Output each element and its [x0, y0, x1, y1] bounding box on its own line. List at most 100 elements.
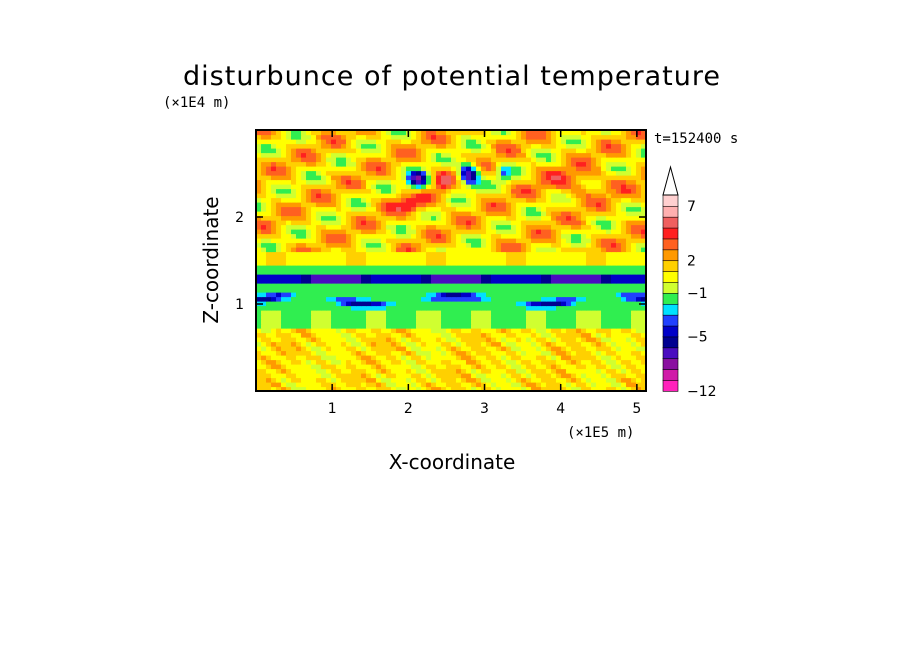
field-cell [331, 161, 337, 167]
field-cell [261, 346, 267, 352]
field-cell [451, 382, 457, 388]
field-cell [581, 346, 587, 352]
field-cell [591, 296, 597, 302]
field-cell [576, 224, 582, 230]
field-cell [466, 382, 472, 388]
field-cell [576, 220, 582, 226]
field-cell [271, 346, 277, 352]
field-cell [391, 305, 397, 311]
field-cell [366, 265, 372, 271]
field-cell [406, 373, 412, 379]
field-cell [626, 323, 632, 329]
field-cell [611, 377, 617, 383]
field-cell [391, 269, 397, 275]
field-cell [521, 305, 527, 311]
field-cell [326, 211, 332, 217]
field-cell [491, 269, 497, 275]
field-cell [266, 310, 272, 316]
field-cell [341, 332, 347, 338]
field-cell [266, 283, 272, 289]
field-cell [621, 130, 627, 136]
field-cell [481, 229, 487, 235]
x-tick-label: 3 [480, 401, 489, 417]
field-cell [261, 355, 267, 361]
field-cell [436, 143, 442, 149]
field-cell [371, 193, 377, 199]
field-cell [466, 328, 472, 334]
field-cell [511, 278, 517, 284]
field-cell [476, 179, 482, 185]
field-cell [396, 310, 402, 316]
field-cell [466, 211, 472, 217]
field-cell [341, 220, 347, 226]
field-cell [266, 265, 272, 271]
field-cell [421, 148, 427, 154]
field-cell [271, 328, 277, 334]
field-cell [621, 359, 627, 365]
field-cell [601, 283, 607, 289]
field-cell [496, 323, 502, 329]
field-cell [381, 247, 387, 253]
field-cell [281, 350, 287, 356]
field-cell [566, 292, 572, 298]
field-cell [491, 233, 497, 239]
field-cell [606, 278, 612, 284]
field-cell [566, 301, 572, 307]
field-cell [621, 377, 627, 383]
field-cell [486, 193, 492, 199]
field-cell [391, 292, 397, 298]
field-cell [641, 170, 647, 176]
field-cell [286, 211, 292, 217]
field-cell [481, 233, 487, 239]
field-cell [406, 233, 412, 239]
field-cell [461, 260, 467, 266]
field-cell [486, 184, 492, 190]
field-cell [281, 319, 287, 325]
field-cell [641, 139, 647, 145]
field-cell [641, 305, 647, 311]
field-cell [416, 220, 422, 226]
field-cell [441, 377, 447, 383]
field-cell [356, 355, 362, 361]
field-cell [641, 220, 647, 226]
field-cell [471, 265, 477, 271]
field-cell [276, 296, 282, 302]
field-cell [606, 251, 612, 257]
field-cell [446, 220, 452, 226]
field-cell [591, 359, 597, 365]
field-cell [441, 166, 447, 172]
field-cell [396, 283, 402, 289]
field-cell [261, 170, 267, 176]
field-cell [476, 287, 482, 293]
field-cell [511, 350, 517, 356]
field-cell [411, 143, 417, 149]
field-cell [346, 193, 352, 199]
field-cell [521, 346, 527, 352]
field-cell [516, 211, 522, 217]
x-tick-label: 1 [328, 401, 337, 417]
field-cell [401, 130, 407, 136]
field-cell [536, 157, 542, 163]
field-cell [541, 364, 547, 370]
field-cell [431, 296, 437, 302]
colorbar-band [662, 227, 679, 240]
field-cell [516, 265, 522, 271]
field-cell [421, 170, 427, 176]
field-cell [421, 346, 427, 352]
field-cell [291, 260, 297, 266]
field-cell [356, 382, 362, 388]
field-cell [556, 368, 562, 374]
field-cell [266, 373, 272, 379]
field-cell [506, 260, 512, 266]
field-cell [351, 305, 357, 311]
field-cell [511, 251, 517, 257]
field-cell [291, 224, 297, 230]
field-cell [311, 179, 317, 185]
field-cell [281, 310, 287, 316]
field-cell [356, 386, 362, 392]
field-cell [626, 260, 632, 266]
field-cell [581, 184, 587, 190]
field-cell [591, 224, 597, 230]
field-cell [346, 350, 352, 356]
field-cell [306, 346, 312, 352]
